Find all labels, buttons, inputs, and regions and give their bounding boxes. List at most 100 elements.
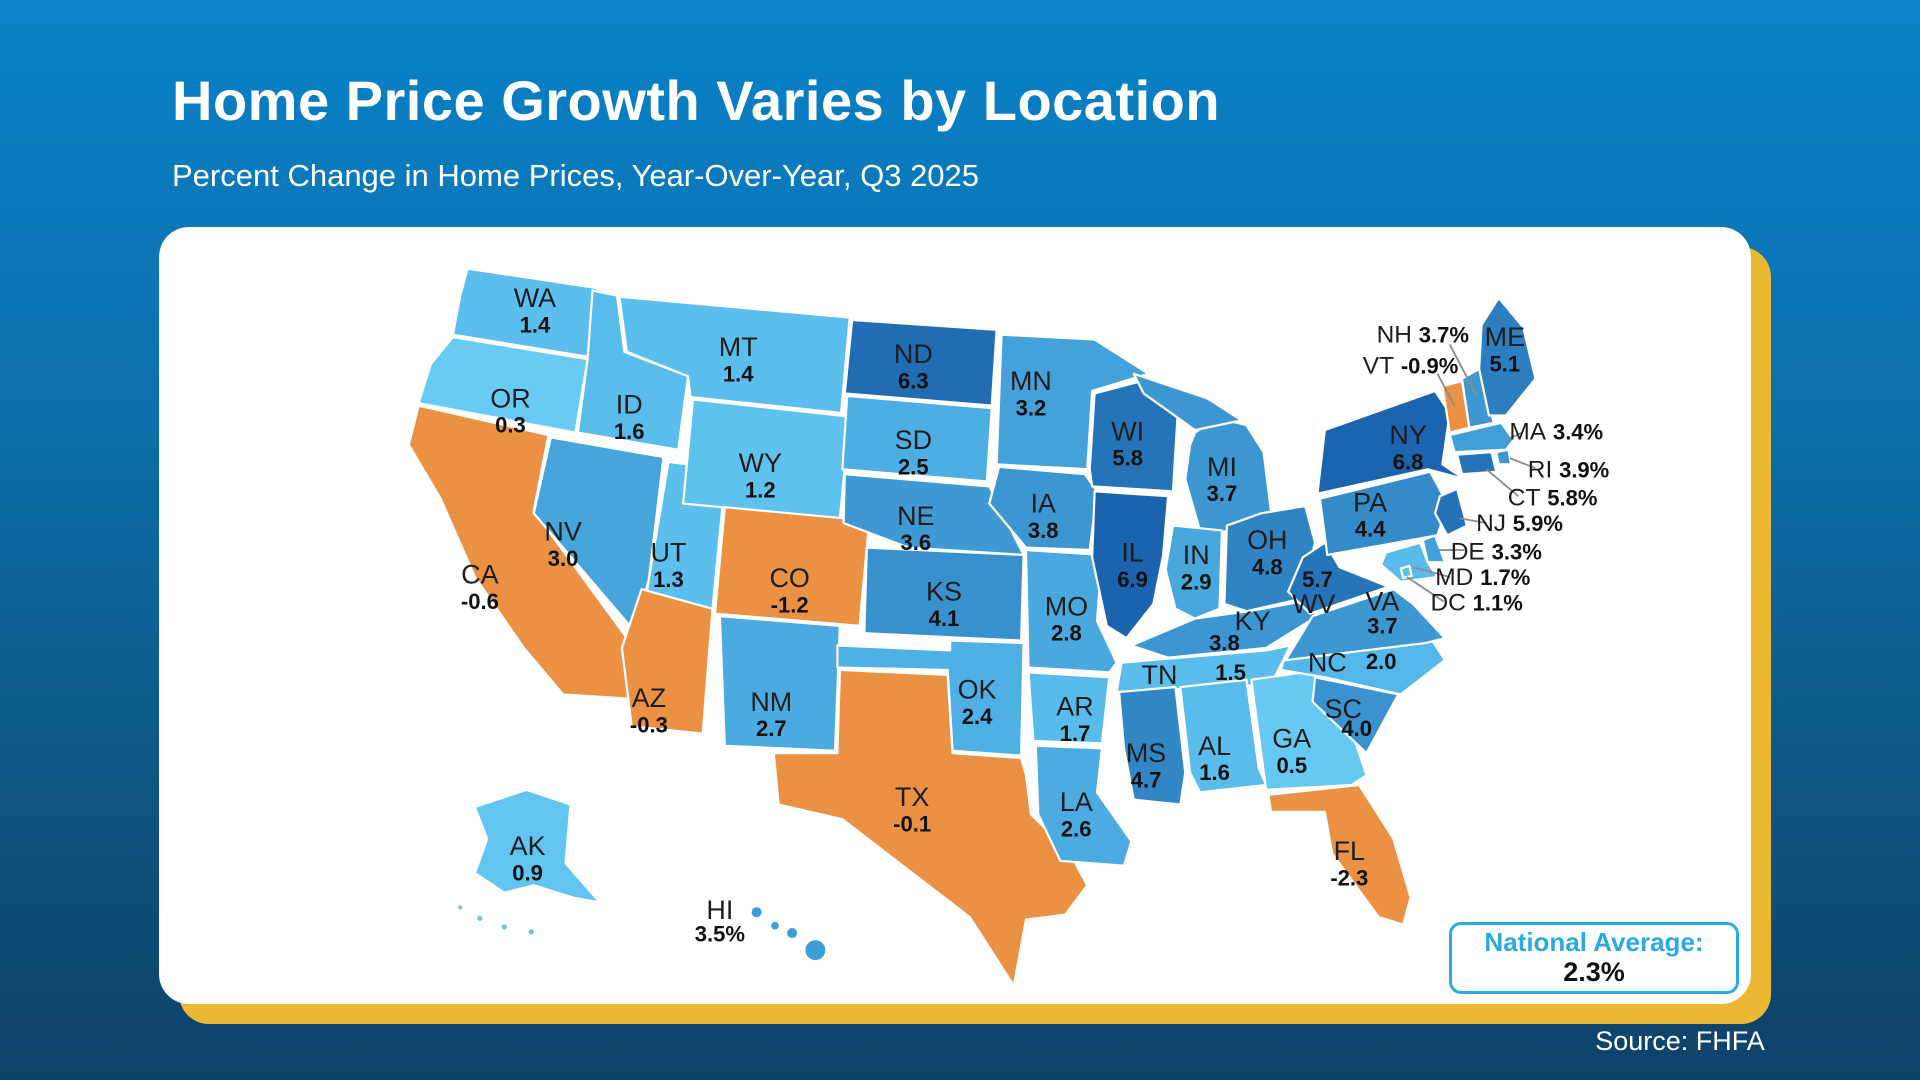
state-callout-label-NH: NH 3.7% [1377, 321, 1469, 348]
state-value-label-ME: 5.1 [1490, 352, 1521, 377]
callout-line-VT [1436, 373, 1456, 407]
state-value-label-MS: 4.7 [1131, 768, 1162, 793]
state-ID [576, 289, 690, 451]
state-abbr-label-AK: AK [510, 831, 546, 861]
state-MI-upper [1132, 372, 1243, 432]
state-abbr-label-NY: NY [1389, 420, 1426, 450]
state-abbr-label-NV: NV [544, 517, 581, 547]
national-average-box: National Average: 2.3% [1449, 922, 1739, 994]
state-ND [843, 318, 998, 407]
callout-line-RI [1509, 457, 1536, 469]
state-abbr-label-MN: MN [1010, 366, 1052, 396]
state-value-label-ND: 6.3 [898, 369, 929, 394]
state-callout-label-NJ: NJ 5.9% [1476, 510, 1563, 537]
state-abbr-label-TN: TN [1142, 660, 1178, 690]
state-HI-island [803, 938, 828, 963]
state-value-label-TN: 1.5 [1215, 660, 1246, 685]
state-abbr-label-WV: WV [1292, 589, 1335, 619]
state-value-label-ID: 1.6 [614, 419, 645, 444]
state-HI-island [749, 905, 764, 920]
state-value-label-IL: 6.9 [1117, 567, 1148, 592]
state-abbr-label-KY: KY [1235, 606, 1271, 636]
state-value-label-NY: 6.8 [1393, 449, 1424, 474]
state-abbr-label-CO: CO [769, 563, 809, 593]
state-callout-label-DC: DC 1.1% [1431, 589, 1523, 616]
callout-line-NJ [1459, 517, 1487, 525]
state-KS [863, 546, 1025, 642]
state-abbr-label-TX: TX [895, 782, 929, 812]
state-abbr-label-LA: LA [1060, 787, 1093, 817]
state-AK [473, 788, 601, 904]
state-abbr-label-VA: VA [1365, 586, 1399, 616]
state-MN [995, 333, 1150, 471]
state-abbr-label-AR: AR [1056, 692, 1093, 722]
state-IL [1091, 490, 1170, 640]
state-abbr-label-OK: OK [958, 675, 997, 705]
state-NY [1316, 389, 1466, 495]
state-value-label-LA: 2.6 [1061, 817, 1092, 842]
state-abbr-label-SC: SC [1324, 694, 1361, 724]
state-value-label-MO: 2.8 [1051, 621, 1082, 646]
national-average-value: 2.3% [1563, 957, 1625, 988]
state-value-label-KY: 3.8 [1209, 631, 1240, 656]
state-LA [1034, 744, 1133, 867]
state-AZ [620, 588, 714, 735]
state-AK-island [499, 922, 510, 932]
state-value-label-MI: 3.7 [1207, 481, 1238, 506]
state-abbr-label-WY: WY [739, 448, 782, 478]
state-abbr-label-WA: WA [514, 283, 556, 313]
state-value-label-GA: 0.5 [1276, 753, 1307, 778]
state-abbr-label-AL: AL [1198, 731, 1231, 761]
state-abbr-label-MS: MS [1126, 738, 1166, 768]
state-abbr-label-HI: HI [706, 895, 733, 925]
state-value-label-HI: 3.5% [695, 922, 745, 947]
state-callout-label-MA: MA 3.4% [1509, 418, 1603, 445]
state-value-label-CO: -1.2 [771, 593, 809, 618]
state-abbr-label-NC: NC [1308, 648, 1347, 678]
state-abbr-label-OH: OH [1247, 525, 1287, 555]
state-value-label-KS: 4.1 [929, 606, 960, 631]
us-map-svg: WA1.4OR0.3CA-0.6NV3.0ID1.6UT1.3AZ-0.3MT1… [407, 267, 1609, 987]
state-abbr-label-ID: ID [616, 389, 643, 419]
state-value-label-AZ: -0.3 [630, 713, 668, 738]
state-MA [1448, 421, 1515, 454]
state-value-label-AL: 1.6 [1199, 760, 1230, 785]
state-value-label-IN: 2.9 [1181, 569, 1212, 594]
state-value-label-AK: 0.9 [512, 861, 543, 886]
state-value-label-AR: 1.7 [1060, 721, 1091, 746]
state-NJ [1433, 487, 1468, 537]
callout-line-NH [1448, 344, 1478, 397]
state-abbr-label-SD: SD [895, 425, 932, 455]
state-WA [451, 267, 599, 358]
state-abbr-label-ND: ND [894, 339, 933, 369]
state-MT [618, 295, 851, 415]
state-TX [772, 668, 1089, 987]
state-value-label-WY: 1.2 [745, 478, 776, 503]
state-value-label-NE: 3.6 [901, 530, 932, 555]
state-abbr-label-IL: IL [1121, 537, 1143, 567]
state-value-label-OK: 2.4 [962, 704, 993, 729]
state-DC [1399, 564, 1413, 580]
state-CT [1455, 451, 1498, 476]
state-FL [1267, 783, 1412, 926]
state-value-label-SD: 2.5 [898, 454, 929, 479]
state-HI-island [768, 919, 781, 932]
state-value-label-NM: 2.7 [756, 716, 787, 741]
state-value-label-VA: 3.7 [1367, 613, 1398, 638]
state-abbr-label-WI: WI [1111, 416, 1144, 446]
state-abbr-label-IN: IN [1183, 540, 1210, 570]
state-AR [1027, 671, 1111, 745]
state-abbr-label-GA: GA [1272, 723, 1311, 753]
state-OK [836, 639, 1025, 757]
state-AK-island [475, 913, 485, 924]
state-value-label-UT: 1.3 [653, 567, 684, 592]
state-value-label-NV: 3.0 [548, 546, 579, 571]
state-abbr-label-MI: MI [1207, 452, 1237, 482]
state-NM [718, 615, 841, 752]
state-value-label-MT: 1.4 [723, 361, 754, 386]
state-SD [841, 394, 993, 483]
state-callout-label-CT: CT 5.8% [1508, 484, 1598, 511]
state-abbr-label-NM: NM [750, 687, 792, 717]
state-VA [1284, 588, 1446, 662]
state-MD [1380, 541, 1439, 583]
